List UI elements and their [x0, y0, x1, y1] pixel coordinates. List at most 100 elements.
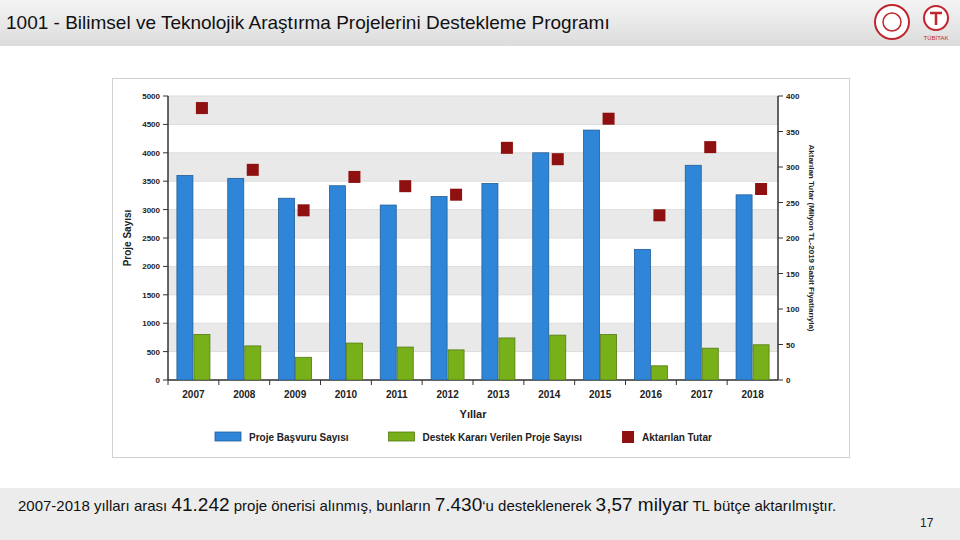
page-number: 17 — [920, 516, 933, 530]
y-tick — [163, 351, 168, 352]
bar — [346, 343, 362, 380]
y-tick — [163, 124, 168, 125]
y2-tick — [778, 238, 783, 239]
legend-label: Aktarılan Tutar — [642, 432, 712, 443]
x-tick-label: 2017 — [691, 389, 714, 400]
x-tick — [727, 380, 728, 385]
y-tick — [163, 380, 168, 381]
marker — [552, 153, 564, 165]
bar — [245, 346, 261, 380]
x-tick-label: 2015 — [589, 389, 612, 400]
y2-tick-label: 350 — [786, 128, 800, 137]
y-tick — [163, 323, 168, 324]
y2-tick — [778, 380, 783, 381]
logo-tubitak — [930, 13, 942, 25]
y-tick-label: 1500 — [142, 291, 160, 300]
bar — [533, 153, 549, 380]
slide-title: 1001 - Bilimsel ve Teknolojik Araştırma … — [6, 12, 610, 34]
bar — [550, 335, 566, 380]
y-tick — [163, 209, 168, 210]
bar — [329, 186, 345, 380]
footer-emphasis: 3,57 milyar — [596, 494, 689, 515]
bar — [380, 205, 396, 380]
y2-tick-label: 0 — [786, 376, 791, 385]
y-tick-label: 4000 — [142, 149, 160, 158]
footer-emphasis: 41.242 — [171, 494, 229, 515]
x-tick-label: 2008 — [233, 389, 256, 400]
y2-tick-label: 100 — [786, 305, 800, 314]
y2-tick-label: 250 — [786, 199, 800, 208]
bar — [685, 165, 701, 380]
logo-emblem — [883, 13, 901, 31]
grid-line — [168, 152, 778, 153]
bar — [482, 183, 498, 380]
bar — [736, 195, 752, 380]
y2-tick-label: 200 — [786, 234, 800, 243]
bar — [702, 348, 718, 380]
y2-axis-title: Aktarılan Tutar (Milyon TL-2019 Sabit Fi… — [807, 144, 816, 331]
bar — [634, 249, 650, 380]
x-tick-label: 2013 — [487, 389, 510, 400]
y-tick — [163, 181, 168, 182]
x-tick — [269, 380, 270, 385]
y-tick-label: 0 — [156, 376, 161, 385]
bar — [431, 197, 447, 380]
grid — [168, 96, 778, 380]
x-tick-label: 2007 — [182, 389, 205, 400]
bar — [194, 335, 210, 380]
x-tick-label: 2011 — [386, 389, 408, 400]
y-tick — [163, 238, 168, 239]
x-axis-title: Yıllar — [460, 408, 488, 420]
marker — [653, 209, 665, 221]
x-tick — [168, 380, 169, 385]
y2-tick-label: 50 — [786, 341, 795, 350]
marks — [177, 102, 769, 380]
marker — [399, 180, 411, 192]
y-tick — [163, 152, 168, 153]
x-tick — [422, 380, 423, 385]
y2-tick — [778, 131, 783, 132]
x-tick-label: 2016 — [640, 389, 663, 400]
x-tick — [473, 380, 474, 385]
bar — [296, 357, 312, 380]
x-tick — [320, 380, 321, 385]
footer-segment: 2007-2018 yılları arası — [18, 497, 171, 514]
y2-tick — [778, 309, 783, 310]
x-tick — [574, 380, 575, 385]
bar — [228, 178, 244, 380]
y-tick-label: 5000 — [142, 92, 160, 101]
y-tick-label: 3000 — [142, 206, 160, 215]
bar — [279, 198, 295, 380]
x-tick — [625, 380, 626, 385]
marker — [298, 204, 310, 216]
y-tick — [163, 96, 168, 97]
bar — [499, 338, 515, 380]
legend-swatch — [215, 432, 241, 441]
y-tick — [163, 266, 168, 267]
footer-emphasis: 7.430 — [435, 494, 483, 515]
legend-swatch — [622, 431, 634, 443]
logo-tubitak — [924, 6, 948, 30]
x-tick — [676, 380, 677, 385]
footer-bar: 2007-2018 yılları arası 41.242 proje öne… — [0, 488, 960, 540]
y-tick — [163, 294, 168, 295]
x-tick-label: 2012 — [436, 389, 459, 400]
x-tick — [371, 380, 372, 385]
bar — [397, 347, 413, 380]
bar — [177, 176, 193, 380]
y2-tick — [778, 202, 783, 203]
y-tick-label: 2000 — [142, 262, 160, 271]
marker — [704, 141, 716, 153]
y-tick-label: 1000 — [142, 319, 160, 328]
footer-segment: proje önerisi alınmış, bunların — [230, 497, 435, 514]
bar — [601, 335, 617, 380]
logo-text: TÜBİTAK — [924, 35, 949, 41]
marker — [247, 164, 259, 176]
chart: TÜBİTAK050010001500200025003000350040004… — [0, 0, 960, 540]
marker — [450, 189, 462, 201]
footer-text: 2007-2018 yılları arası 41.242 proje öne… — [18, 494, 848, 517]
legend-label: Proje Başvuru Sayısı — [249, 432, 349, 443]
y2-tick-label: 150 — [786, 270, 800, 279]
marker — [603, 113, 615, 125]
bar — [584, 130, 600, 380]
